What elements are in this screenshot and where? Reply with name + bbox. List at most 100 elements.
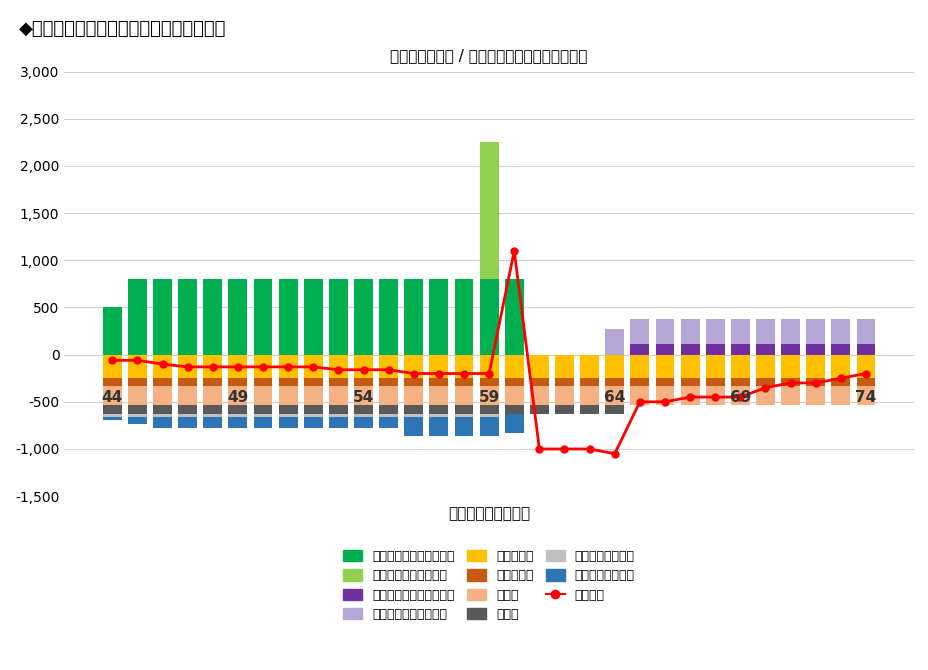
Bar	[379, 379, 397, 386]
Bar	[605, 354, 624, 379]
Bar	[253, 386, 272, 405]
Bar	[454, 386, 473, 405]
Bar	[278, 379, 297, 386]
年間収支	[659, 398, 670, 406]
Bar	[354, 414, 372, 417]
Bar	[203, 279, 222, 354]
Bar	[429, 405, 448, 414]
Text: ◆妻が仕事を辞めた場合の家計収支の推移: ◆妻が仕事を辞めた場合の家計収支の推移	[19, 20, 226, 38]
Bar	[730, 319, 749, 344]
Bar	[831, 379, 849, 386]
Bar	[780, 379, 799, 386]
Bar	[354, 354, 372, 379]
Bar	[554, 379, 574, 386]
Bar	[580, 379, 599, 386]
年間収支	[584, 445, 595, 453]
Bar	[630, 354, 649, 379]
年間収支	[257, 363, 268, 371]
Bar	[303, 386, 322, 405]
Bar	[856, 379, 874, 386]
Bar	[429, 354, 448, 379]
Bar	[329, 414, 347, 417]
Bar	[730, 354, 749, 379]
年間収支	[684, 393, 695, 401]
Text: 59: 59	[478, 389, 499, 405]
Title: 家計収支の推移 / キャッシュフロー表（万円）: 家計収支の推移 / キャッシュフロー表（万円）	[390, 48, 587, 64]
Bar	[504, 405, 523, 414]
Bar	[655, 379, 674, 386]
Bar	[655, 386, 674, 405]
Bar	[831, 344, 849, 354]
Bar	[404, 386, 423, 405]
Bar	[454, 417, 473, 436]
Bar	[303, 405, 322, 414]
Bar	[278, 414, 297, 417]
Bar	[429, 279, 448, 354]
Bar	[780, 344, 799, 354]
Bar	[856, 344, 874, 354]
Bar	[153, 417, 172, 428]
Bar	[429, 386, 448, 405]
年間収支	[609, 450, 620, 458]
年間収支	[382, 366, 393, 374]
Bar	[153, 414, 172, 417]
Bar	[178, 386, 197, 405]
Bar	[253, 414, 272, 417]
年間収支	[182, 363, 193, 371]
Bar	[831, 386, 849, 405]
Bar	[103, 386, 122, 405]
Bar	[228, 414, 247, 417]
Bar	[630, 344, 649, 354]
Bar	[554, 354, 574, 379]
Bar	[806, 386, 824, 405]
Bar	[278, 279, 297, 354]
Bar	[730, 344, 749, 354]
Bar	[404, 379, 423, 386]
年間収支	[759, 384, 770, 392]
Legend: 給与収入（ご相談者様）, 給与収入（配偶者様）, 公的年金（ご相談者様）, 公的年金（配偶者様）, 基本生活費, 特別生活費, 住居費, 保険料, 教育費（第一: 給与収入（ご相談者様）, 給与収入（配偶者様）, 公的年金（ご相談者様）, 公的…	[338, 545, 639, 626]
Text: 54: 54	[353, 389, 374, 405]
Bar	[680, 354, 699, 379]
Bar	[329, 279, 347, 354]
Bar	[253, 279, 272, 354]
Bar	[128, 417, 147, 425]
Bar	[103, 414, 122, 417]
Bar	[178, 279, 197, 354]
Bar	[454, 354, 473, 379]
Bar	[354, 405, 372, 414]
Bar	[479, 405, 498, 414]
Bar	[128, 414, 147, 417]
Bar	[580, 354, 599, 379]
Bar	[153, 405, 172, 414]
Bar	[504, 279, 523, 354]
Text: 69: 69	[728, 389, 750, 405]
Bar	[329, 417, 347, 428]
Bar	[379, 279, 397, 354]
Bar	[580, 405, 599, 414]
年間収支	[859, 369, 870, 377]
Bar	[806, 354, 824, 379]
Bar	[303, 379, 322, 386]
Bar	[529, 379, 548, 386]
Bar	[253, 379, 272, 386]
Bar	[103, 405, 122, 414]
年間収支	[157, 360, 168, 368]
年間収支	[357, 366, 368, 374]
Bar	[504, 379, 523, 386]
Text: 44: 44	[101, 389, 122, 405]
年間収支	[509, 247, 520, 255]
Bar	[253, 354, 272, 379]
年間収支	[332, 366, 343, 374]
Bar	[153, 354, 172, 379]
Bar	[178, 405, 197, 414]
年間収支	[207, 363, 218, 371]
年間収支	[232, 363, 243, 371]
年間収支	[534, 445, 545, 453]
年間収支	[483, 369, 494, 377]
Bar	[856, 386, 874, 405]
Bar	[228, 279, 247, 354]
Bar	[404, 405, 423, 414]
Text: 49: 49	[227, 389, 249, 405]
Bar	[253, 405, 272, 414]
Bar	[379, 386, 397, 405]
